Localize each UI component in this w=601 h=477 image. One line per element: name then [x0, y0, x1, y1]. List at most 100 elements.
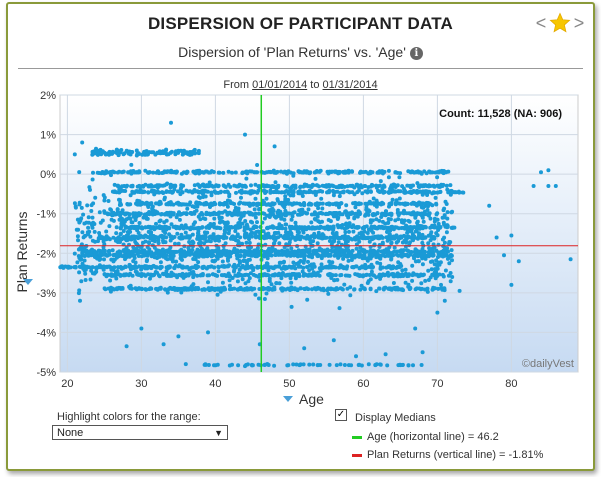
data-point	[378, 276, 383, 281]
data-point	[80, 261, 85, 266]
data-point	[377, 189, 381, 194]
data-point	[115, 287, 120, 292]
data-point	[276, 230, 281, 235]
data-point	[436, 255, 440, 259]
data-point	[243, 364, 247, 369]
highlight-select[interactable]: None ▼	[52, 425, 228, 440]
data-point	[383, 209, 388, 214]
data-point	[200, 183, 205, 187]
data-point	[222, 251, 227, 256]
data-point	[398, 235, 403, 240]
data-point	[346, 363, 351, 368]
data-point	[104, 265, 109, 270]
data-point	[264, 261, 269, 266]
data-point	[107, 150, 112, 155]
data-point	[345, 286, 350, 291]
display-medians-checkbox[interactable]: ✓	[335, 409, 347, 421]
data-point	[448, 192, 453, 197]
data-point	[276, 264, 281, 269]
data-point	[245, 252, 250, 257]
data-point	[235, 256, 240, 261]
data-point	[420, 192, 425, 197]
data-point	[214, 248, 218, 253]
data-point	[273, 180, 278, 185]
data-point	[313, 212, 317, 217]
data-point	[276, 183, 281, 188]
data-point	[83, 233, 88, 238]
data-point	[200, 170, 205, 175]
data-point	[345, 184, 350, 189]
data-point	[460, 190, 465, 195]
data-point	[83, 271, 88, 276]
data-point	[387, 264, 392, 269]
data-point	[175, 231, 180, 236]
data-point	[396, 260, 401, 265]
data-point	[267, 276, 272, 281]
data-point	[374, 204, 379, 209]
y-axis-sort-arrow-icon[interactable]	[23, 279, 33, 285]
data-point	[406, 218, 411, 223]
data-point	[287, 272, 292, 277]
data-point	[435, 175, 440, 180]
data-point	[107, 224, 112, 229]
data-point	[114, 276, 119, 281]
data-point	[170, 287, 175, 291]
data-point	[291, 362, 296, 367]
data-point	[123, 249, 128, 254]
data-point	[191, 275, 196, 280]
data-point	[109, 217, 114, 222]
data-point	[380, 186, 385, 191]
data-point	[210, 259, 215, 263]
data-point	[217, 217, 222, 221]
data-point	[208, 250, 213, 255]
info-icon[interactable]: i	[409, 46, 423, 60]
data-point	[370, 183, 375, 188]
data-point	[265, 213, 270, 218]
data-point	[133, 211, 138, 216]
data-point	[126, 151, 131, 156]
data-point	[255, 163, 260, 167]
data-point	[255, 203, 260, 208]
data-point	[364, 205, 369, 210]
data-point	[107, 249, 112, 254]
data-point	[404, 223, 409, 228]
data-point	[165, 290, 170, 295]
data-point	[236, 208, 241, 213]
data-point	[420, 350, 425, 355]
previous-chart-button[interactable]: <	[535, 12, 547, 33]
data-point	[444, 202, 449, 206]
data-point	[336, 236, 341, 241]
data-point	[428, 232, 433, 237]
data-point	[365, 281, 370, 285]
data-point	[227, 283, 232, 288]
next-chart-button[interactable]: >	[573, 12, 585, 33]
data-point	[352, 192, 357, 197]
x-axis-sort-arrow-icon[interactable]	[283, 396, 293, 402]
data-point	[420, 247, 425, 251]
data-point	[389, 211, 394, 216]
start-date-link[interactable]: 01/01/2014	[252, 79, 308, 91]
age-median-legend: Age (horizontal line) = 46.2	[352, 431, 499, 443]
star-icon[interactable]	[549, 12, 571, 34]
data-point	[369, 228, 374, 233]
data-point	[202, 254, 207, 259]
data-point	[328, 201, 333, 206]
data-point	[364, 224, 369, 229]
data-point	[351, 201, 356, 206]
data-point	[440, 237, 445, 242]
data-point	[433, 286, 437, 291]
y-tick-label: -5%	[36, 367, 56, 379]
data-point	[75, 260, 80, 265]
data-point	[284, 171, 289, 176]
data-point	[81, 212, 86, 217]
end-date-link[interactable]: 01/31/2014	[322, 79, 378, 91]
data-point	[76, 227, 81, 232]
data-point	[261, 211, 266, 216]
data-point	[383, 213, 388, 218]
data-point	[379, 234, 384, 239]
data-point	[165, 181, 170, 186]
data-point	[300, 194, 305, 198]
data-point	[265, 362, 270, 367]
data-point	[425, 193, 430, 197]
data-point	[115, 269, 120, 273]
